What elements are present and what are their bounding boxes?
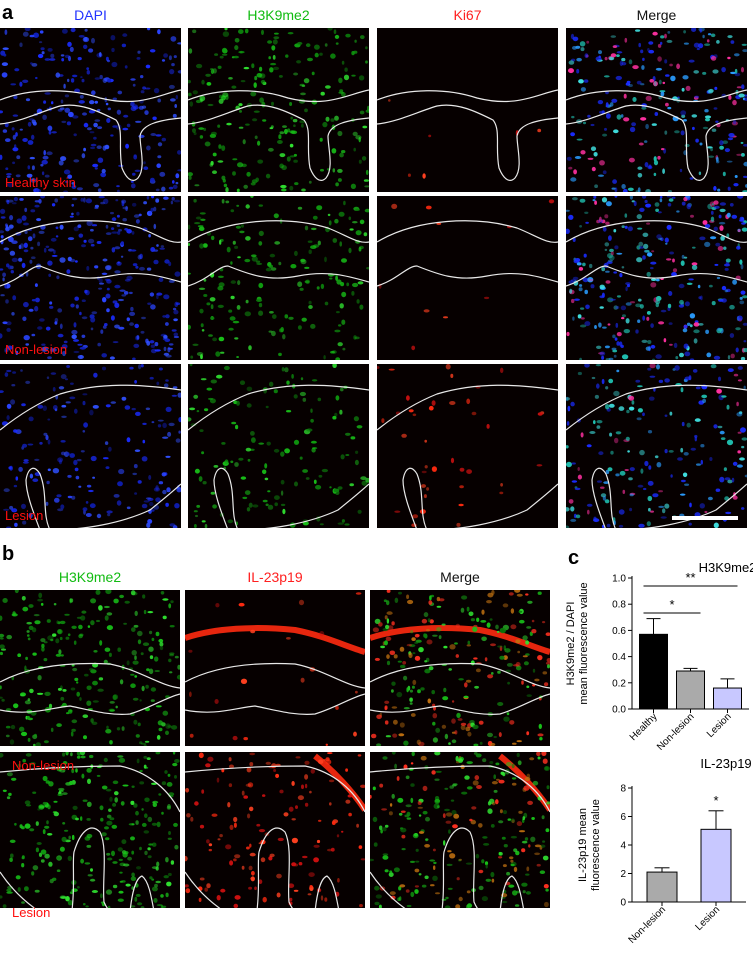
- micrograph-b-nonlesion-merge: [370, 590, 550, 746]
- micrograph-b-lesion-il23p19: [185, 752, 365, 908]
- x-tick-label: Lesion: [694, 904, 723, 933]
- micrograph-a-nonlesion-merge: [566, 196, 747, 360]
- micrograph-a-lesion-ki67: [377, 364, 558, 528]
- significance-label: *: [713, 793, 718, 808]
- y-tick-label: 0.8: [612, 600, 626, 611]
- channel-label-il23p19: IL-23p19: [247, 569, 303, 585]
- scale-bar-b: [478, 909, 538, 913]
- row-label-lesion: Lesion: [5, 508, 44, 523]
- row-label-healthy-skin: Healthy skin: [5, 175, 76, 190]
- micrograph-a-lesion-dapi: [0, 364, 181, 528]
- significance-label: *: [669, 597, 674, 612]
- micrograph-b-nonlesion-h3k9me2: [0, 590, 180, 746]
- micrograph-b-nonlesion-il23p19: [185, 590, 365, 746]
- significance-label: **: [685, 570, 695, 585]
- y-tick-label: 8: [620, 784, 626, 795]
- micrograph-a-nonlesion-dapi: [0, 196, 181, 360]
- y-tick-label: 0.6: [612, 626, 626, 637]
- y-axis-label: fluorescence value: [590, 799, 602, 891]
- x-tick-label: Lesion: [705, 711, 734, 740]
- y-tick-label: 0.2: [612, 678, 626, 689]
- channel-label-merge: Merge: [636, 7, 677, 23]
- y-axis-label: mean fluorescence value: [578, 582, 590, 704]
- chart-title: IL-23p19: [700, 756, 751, 771]
- chart-title: H3K9me2: [699, 560, 753, 575]
- panel-label-a: a: [2, 2, 14, 24]
- micrograph-a-healthy-merge: [566, 28, 747, 192]
- panel-label-c: c: [568, 547, 580, 569]
- y-tick-label: 6: [620, 812, 626, 823]
- y-tick-label: 0.4: [612, 652, 626, 663]
- micrograph-b-lesion-merge: [370, 752, 550, 908]
- micrograph-a-lesion-merge: [566, 364, 747, 528]
- micrograph-a-lesion-h3k9me2: [188, 364, 369, 528]
- micrograph-a-nonlesion-ki67: [377, 196, 558, 360]
- y-tick-label: 2: [620, 869, 626, 880]
- y-tick-label: 1.0: [612, 574, 626, 585]
- micrograph-a-healthy-h3k9me2: [188, 28, 369, 192]
- scale-bar-a: [672, 516, 738, 520]
- row-label-non-lesion: Non-lesion: [5, 342, 68, 357]
- chart-h3k9me2: H3K9me2 H3K9me2 / DAPI mean fluorescence v…: [565, 560, 753, 750]
- channel-label-dapi: DAPI: [74, 7, 107, 23]
- channel-label-h3k9me2: H3K9me2: [247, 7, 310, 23]
- bar-lesion: [700, 828, 732, 903]
- y-axis-label: H3K9me2 / DAPI: [565, 602, 577, 686]
- y-axis-label: IL-23p19 mean: [577, 808, 589, 882]
- x-tick-label: Non-lesion: [655, 711, 697, 750]
- y-tick-label: 0: [620, 898, 626, 909]
- row-label-b-non-lesion: Non-lesion: [12, 758, 75, 773]
- x-tick-label: Healthy: [628, 711, 660, 743]
- row-label-b-lesion: Lesion: [12, 905, 51, 920]
- y-tick-label: 4: [620, 841, 626, 852]
- bar-healthy: [639, 633, 668, 710]
- bar-non-lesion: [646, 871, 678, 903]
- bar-non-lesion: [676, 670, 705, 710]
- chart-il23p19: IL-23p19 IL-23p19 mean fluorescence value 0…: [577, 756, 752, 946]
- channel-label-ki67: Ki67: [453, 7, 482, 23]
- bar-lesion: [713, 687, 742, 710]
- micrograph-b-lesion-h3k9me2: [0, 752, 180, 908]
- micrograph-a-healthy-ki67: [377, 28, 558, 192]
- micrograph-a-healthy-dapi: [0, 28, 181, 192]
- x-tick-label: Non-lesion: [627, 904, 669, 946]
- panel-label-b: b: [2, 543, 15, 565]
- channel-label-h3k9me2-b: H3K9me2: [58, 569, 122, 585]
- y-tick-label: 0.0: [612, 705, 626, 716]
- micrograph-a-nonlesion-h3k9me2: [188, 196, 369, 360]
- channel-label-merge-b: Merge: [440, 569, 480, 585]
